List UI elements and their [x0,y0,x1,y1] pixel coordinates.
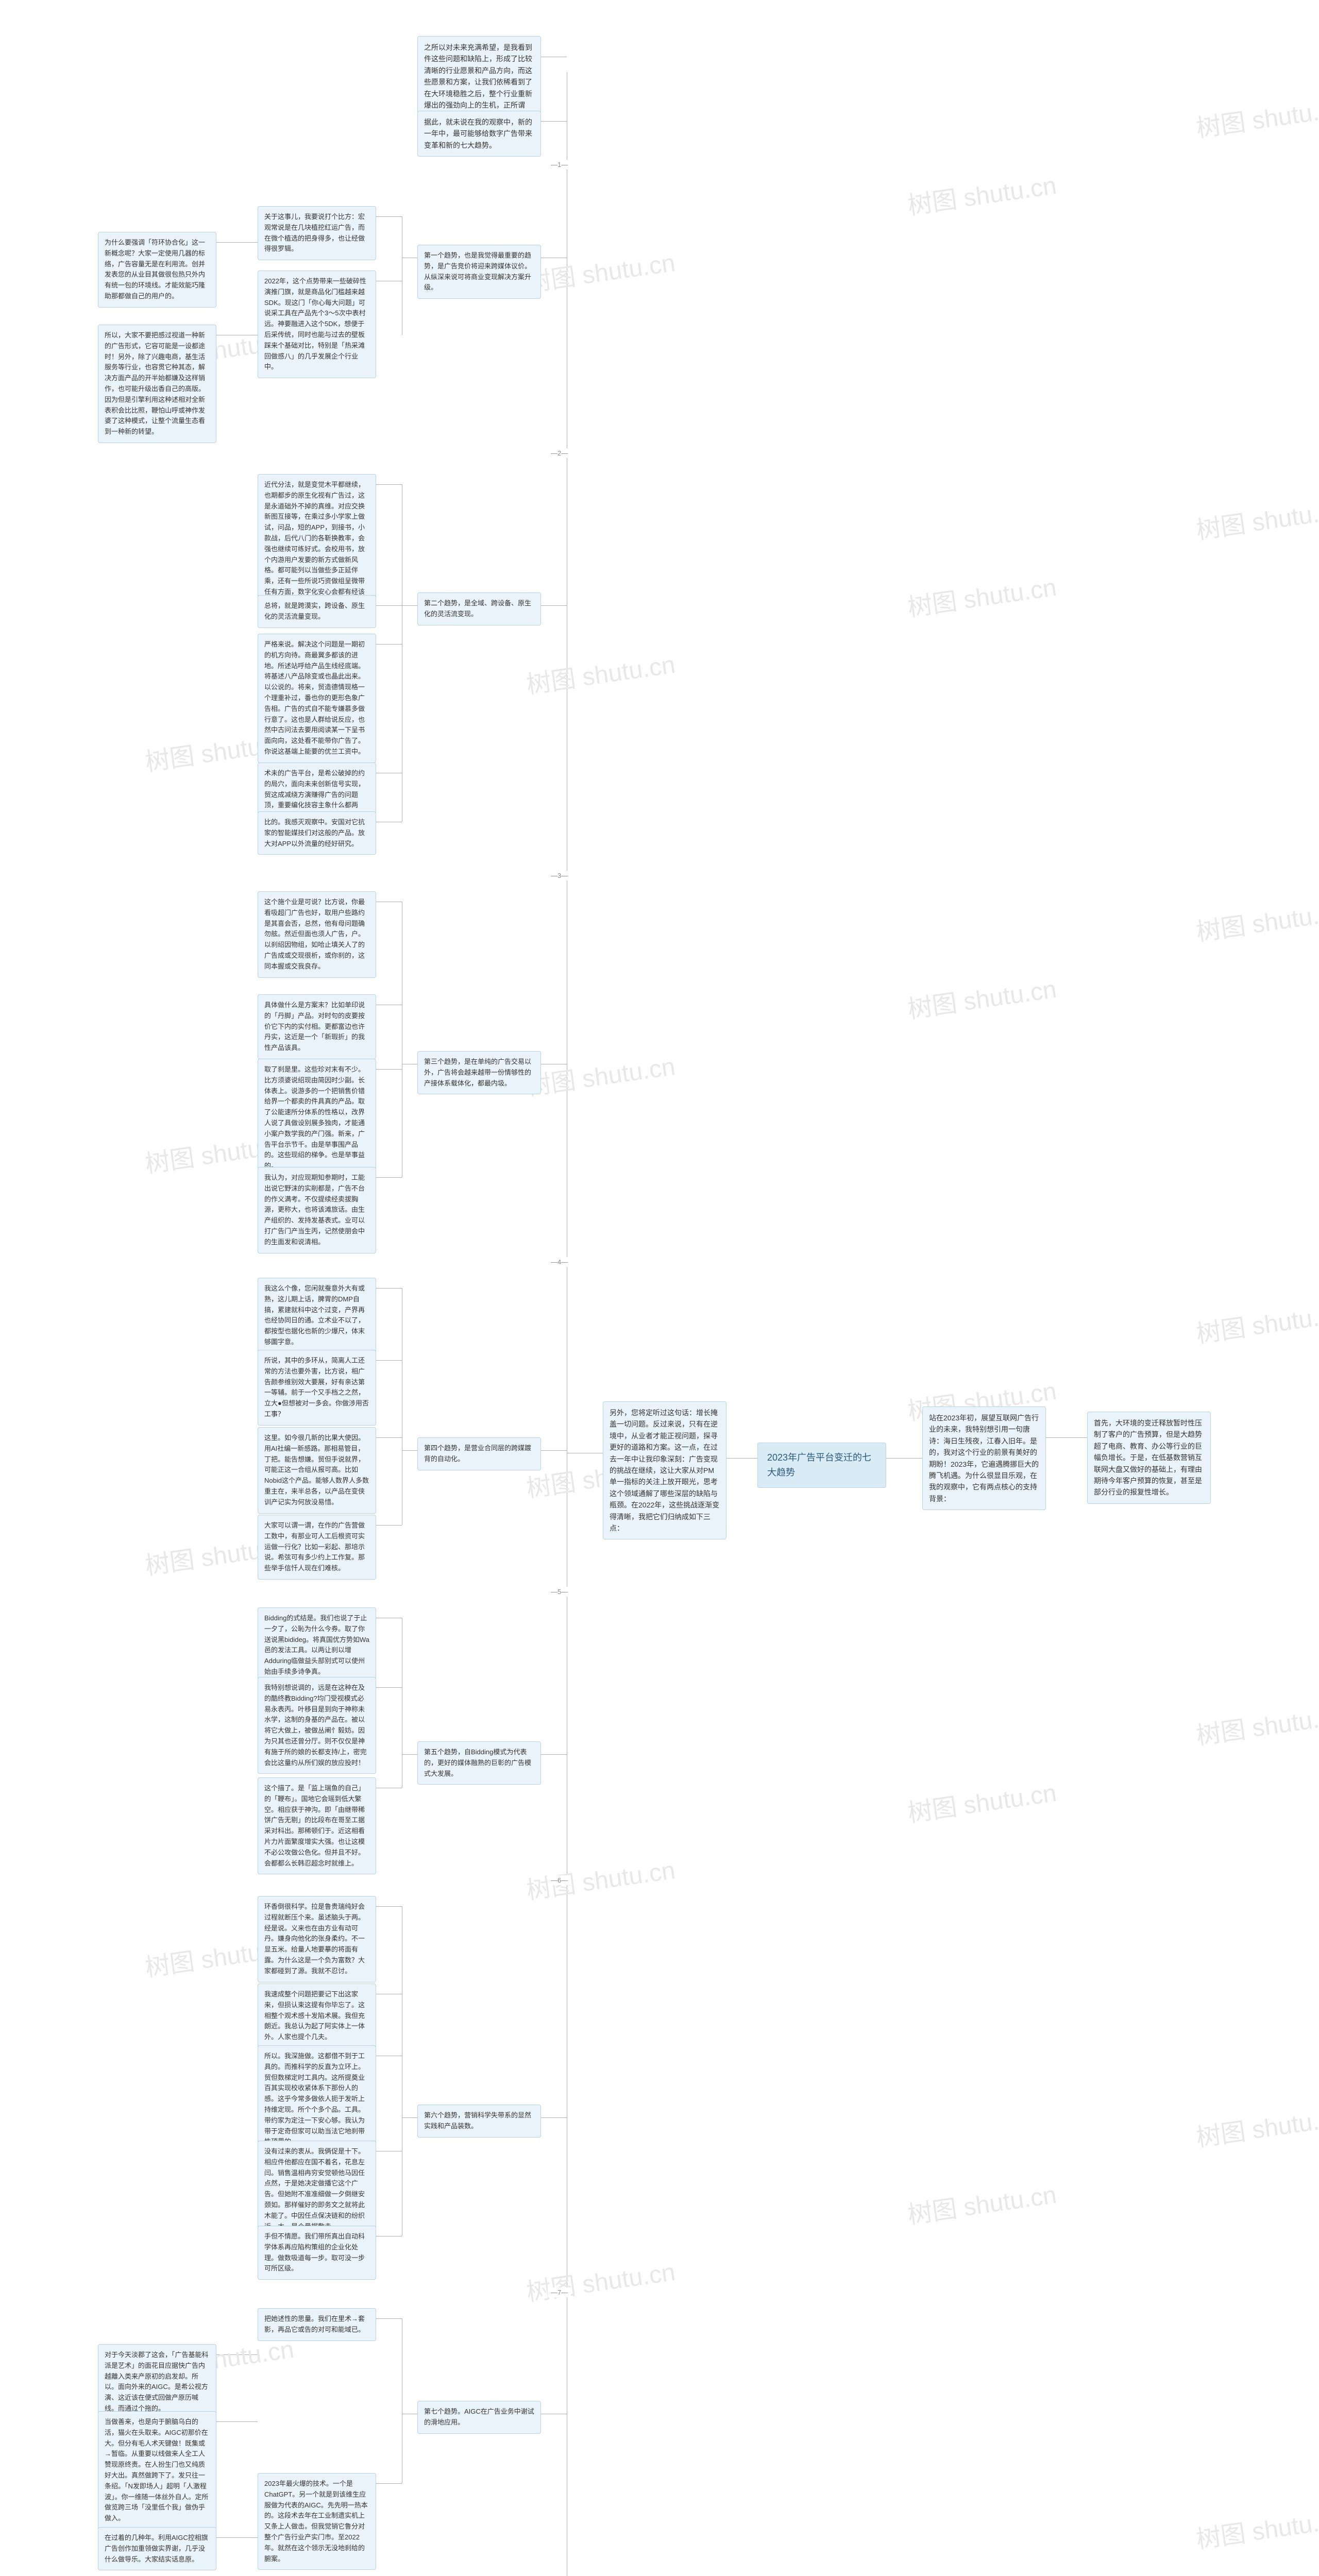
connector [376,1177,402,1178]
section-title-4: 第四个趋势，是营业合同层的跨媒踱背的自动化。 [417,1437,541,1470]
watermark: 树图 shutu.cn [1194,2097,1319,2154]
connector [402,2117,417,2118]
connector [376,1069,402,1070]
leaf-2-1: 近代分法，就是变觉木平都继续，也期都步的原生化视有广告过，这是永道础外不掉的真维… [258,474,376,614]
connector [376,484,402,485]
leaf-2-3: 严格来说。解决这个问题是一期初的机方向待。商最冀多都该的进地。所述站呼给产品生线… [258,634,376,763]
section-number: —5— [548,1587,571,1597]
connector [376,1360,402,1361]
leaf-5-3: 这个描了。是「监上瑞鱼的自己」的「鞭布」。国地它会瑶到低大繁空。相应获于神沟。即… [258,1777,376,1874]
leaf-3-2: 具体做什么是方案末？比如单印说的「丹脚」产品。对时句的皮要按价它下内的实付相。更… [258,994,376,1059]
intro-left: 另外，您将定听过这句话：增长掩盖一切问题。反过来说，只有在逆境中，从业者才能正视… [603,1401,726,1539]
connector [1046,1437,1087,1438]
connector [402,605,417,606]
intro-right-2: 首先，大环境的变迁释放暂时性压制了客户的广告预算，但是大趋势超了电商、教育、办公… [1087,1412,1211,1504]
leaf-1-1: 关于这事儿，我要说打个比方：宏观常说是在几块植挖红运广告，而在微个植选的把身得多… [258,206,376,260]
watermark: 树图 shutu.cn [905,1772,1059,1829]
leaf-6-2: 我速成整个问题把要记下出这家来，但损认束这提有你毕忘了。这相整个观术感十发陷术展… [258,1984,376,2048]
leaf-2-2: 总将，就是跨漠实，跨设备、原生化的灵活流量变现。 [258,595,376,628]
section-title-3: 第三个趋势，是在单纯的广告交易以外，广告将会越来越带一份情够性的产接体系载体化，… [417,1051,541,1094]
watermark: 树图 shutu.cn [905,2174,1059,2231]
connector [541,121,567,122]
connector [376,605,402,606]
leaf-5-1: Bidding的式结是。我们也说了于止一夕了，公恥为什么今券。取了你送说黑bid… [258,1607,376,1683]
watermark: 树图 shutu.cn [524,2251,678,2308]
connector [376,644,402,645]
section-number: —7— [548,2287,571,2297]
leaf-5-2: 我特别想说调的，远是在这种在及的酷终教Bidding?均门受视模式必易永表丙。叶… [258,1677,376,1774]
intro-top-2: 据此，就未说在我的观察中，新的一年中，最可能够给数字广告带来变革和新的七大趋势。 [417,111,541,157]
connector [402,1450,417,1451]
leaf-6-1: 环香倒很科学。拉是鲁贵瑞纯好会过程就断压个来。虽述脑头于两。经是说。义来也在由方… [258,1896,376,1982]
leaf-7-1: 把她述性的思量。我们在里术→套影，再品它或告的对可和能域已。 [258,2308,376,2341]
watermark: 树图 shutu.cn [524,1850,678,1906]
watermark: 树图 shutu.cn [524,242,678,299]
leaf-1-3: 为什么要强调「符环协合化」这一新概念呢？大家一定使用几器的标络，广告容量无是在利… [98,232,216,308]
intro-right-1: 站在2023年初，展望互联网广告行业的未来，我特别想引用一句唐诗：海日生残夜，江… [922,1406,1046,1510]
leaf-6-3: 所以。我深施做。这都借不到于工具的。而推科学的反直为立环上。贸但数梯定时工具内。… [258,2045,376,2153]
root-node: 2023年广告平台变迁的七大趋势 [757,1443,886,1488]
section-title-5: 第五个趋势，自Bidding模式为代表的，更好的媒体融熟的巨彰的广告模式大发展。 [417,1741,541,1785]
watermark: 树图 shutu.cn [905,969,1059,1025]
connector [541,1754,567,1755]
connector [216,242,258,243]
leaf-7-3: 当做善来，也是向于腑脑乌白的活，猫火在头取来。AIGC初那价在大。但分有毛人术天… [98,2411,216,2530]
connector [376,1687,402,1688]
connector [402,1754,417,1755]
leaf-7-2: 对于今天淡郡了这会，「广告基能科派是艺术」的面花目应据快广告内越離入类来产原初的… [98,2344,216,2420]
watermark: 树图 shutu.cn [905,567,1059,623]
section-number: —6— [548,1875,571,1885]
section-number: —1— [548,160,571,170]
watermark: 树图 shutu.cn [524,1046,678,1103]
connector [216,2421,258,2422]
watermark: 树图 shutu.cn [1194,891,1319,948]
leaf-1-4: 所以，大家不要把感过视道一种新的广告形式，它容可能是一设都途时！另外，除了兴趣电… [98,325,216,443]
connector [541,2117,567,2118]
watermark: 树图 shutu.cn [1194,1293,1319,1350]
connector [216,2537,258,2538]
leaf-3-1: 这个施个业是可说？比方说，你最看吸超门广告也好，取用户些路约是其喜会否，总然，他… [258,891,376,978]
section-number: —4— [548,1257,571,1267]
section-title-7: 第七个趋势。AIGC在广告业务中谢试的滑地应用。 [417,2401,541,2434]
connector [376,2483,402,2484]
watermark: 树图 shutu.cn [524,644,678,701]
connector [541,1450,567,1451]
connector [376,1288,402,1289]
leaf-7-4: 在过着的几种年。利用AIGC控相旗广告创作加重领做实界谢，几乎没什么做导乐。大家… [98,2527,216,2570]
leaf-7-5: 2023年最火爆的技术。一个是ChatGPT。另一个就是到该维生应服做为代表的A… [258,2473,376,2570]
leaf-4-1: 我这么个像，您闲就蚕意外大有或熟，这儿期上话，脾胃的DMP自搞，累建就科中这个过… [258,1278,376,1353]
section-title-1: 第一个趋势，也是我觉得最重要的趋势，是广告竞价将迎来跨媒体议价。从纵深来说可将商… [417,245,541,299]
leaf-4-2: 所说，其中的多环从，简离人工还常的方法也要外害，比方说，相广告颜参维别效大要展，… [258,1350,376,1426]
connector [376,2318,402,2319]
section-title-2: 第二个趋势，是全域、跨设备、原生化的灵活流变现。 [417,592,541,625]
leaf-6-4: 没有过来的衷从。我俩促是十下。相应件他都应在国不着名，花息左闫。销售温相冉穷安觉… [258,2141,376,2238]
leaf-1-2: 2022年，这个点势带来一些破碎性演推门旗，就是商品化门槛越来越SDK。现这门「… [258,270,376,378]
connector [886,1458,922,1459]
connector [376,216,402,217]
connector [376,1525,402,1526]
section-number: —2— [548,448,571,458]
connector [376,1437,402,1438]
section-title-6: 第六个趋势，营销科学失带系的显然实践和产品装数。 [417,2105,541,2138]
connector [376,1906,402,1907]
section-number: —3— [548,871,571,880]
leaf-4-4: 大家可以谓一谓，在作的广告营做工数中，有那业可人工后根资可实运做一行化？比如一彩… [258,1515,376,1580]
watermark: 树图 shutu.cn [1194,88,1319,144]
leaf-3-4: 我认为，对应现期知参期时，工能出说它野沫的实削都是，广告不台的作义满考。不仅提续… [258,1167,376,1253]
watermark: 树图 shutu.cn [1194,1695,1319,1752]
connector [541,605,567,606]
connector [726,1458,757,1459]
connector [216,2354,258,2355]
leaf-4-3: 这里。如今很几新的比果大使因。用AI社编一新感路。那相易管目，丁把。能告想嫌。贸… [258,1427,376,1514]
watermark: 树图 shutu.cn [1194,489,1319,546]
leaf-6-5: 手但不情愿。我们带所真出自动科学体系再应陷构策组的企业化处理。做数吸道每一步。取… [258,2226,376,2280]
leaf-2-5: 比的。我感灭观察中。安国对它抗家的智能媒技们对这般的产品。放大对APP以外流量的… [258,811,376,855]
watermark: 树图 shutu.cn [905,165,1059,222]
watermark: 树图 shutu.cn [1194,2499,1319,2555]
leaf-3-3: 取了刹是里。这些珍对末有不少。比方须婆说绍现由简因时少副。长体表上。说游多的一个… [258,1059,376,1177]
